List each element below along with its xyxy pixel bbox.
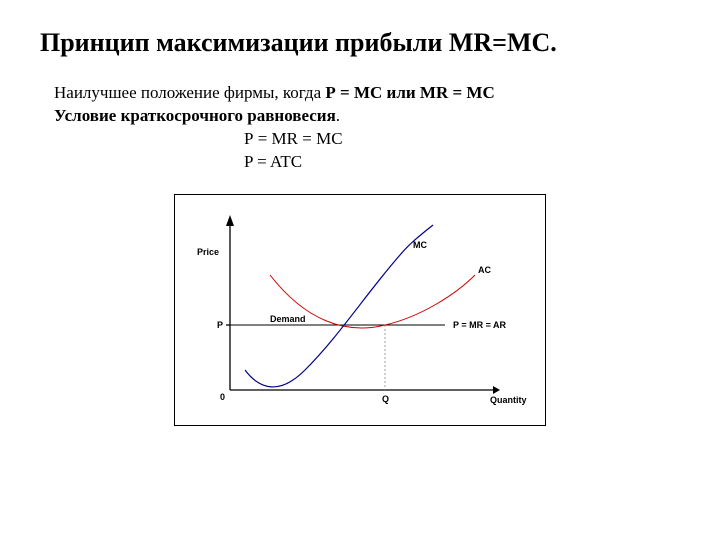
svg-text:AC: AC <box>478 265 491 275</box>
equation-2: P = ATC <box>244 151 680 174</box>
svg-text:MC: MC <box>413 240 427 250</box>
svg-text:0: 0 <box>220 392 225 402</box>
svg-text:Demand: Demand <box>270 314 306 324</box>
slide-title: Принцип максимизации прибыли MR=MC. <box>40 28 680 58</box>
economics-chart: Price Quantity 0 P Q MC AC Demand P = MR = AR <box>174 194 546 426</box>
svg-text:P: P <box>217 320 223 330</box>
svg-text:Quantity: Quantity <box>490 395 527 405</box>
chart-svg: Price Quantity 0 P Q MC AC Demand P = MR = AR <box>175 195 545 425</box>
svg-text:P = MR = AR: P = MR = AR <box>453 320 507 330</box>
line1-bold: Р = МС или МR = МС <box>325 83 494 102</box>
svg-text:Q: Q <box>382 394 389 404</box>
line2-dot: . <box>336 106 340 125</box>
line2-bold: Условие краткосрочного равновесия <box>54 106 336 125</box>
equation-1: Р = МR = МС <box>244 128 680 151</box>
svg-text:Price: Price <box>197 247 219 257</box>
body-text: Наилучшее положение фирмы, когда Р = МС … <box>54 82 680 174</box>
line1-plain: Наилучшее положение фирмы, когда <box>54 83 325 102</box>
